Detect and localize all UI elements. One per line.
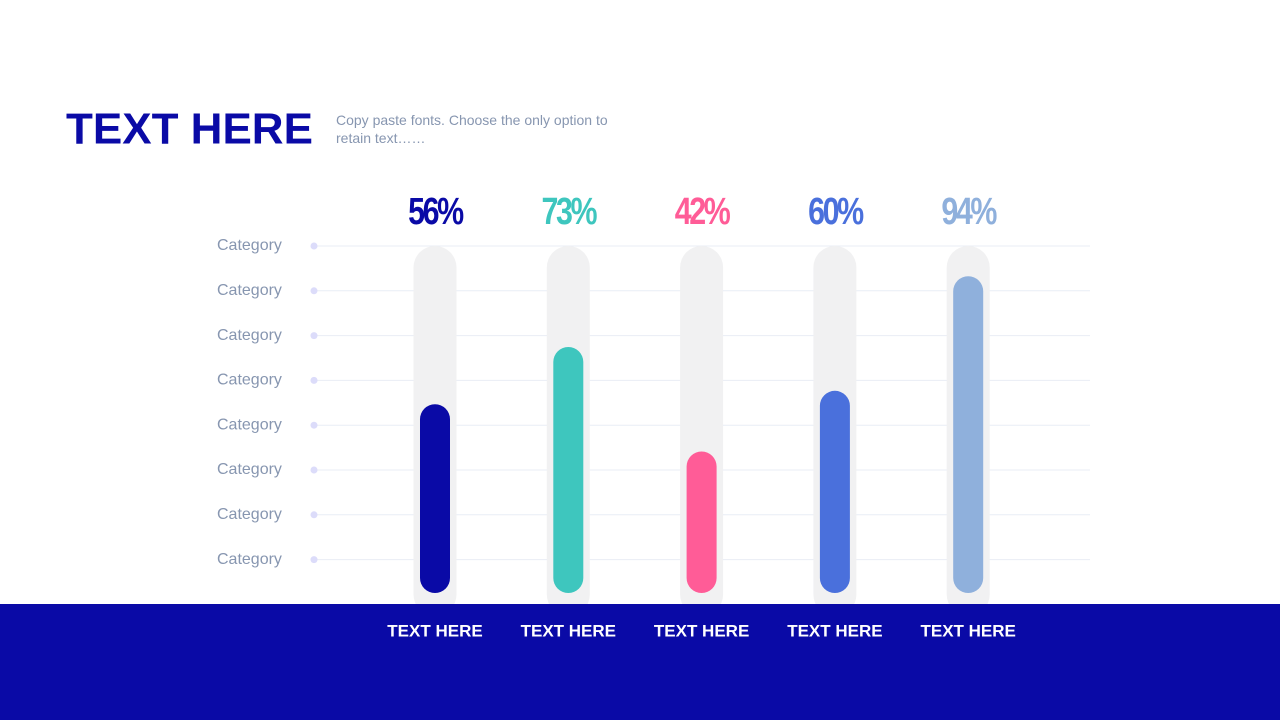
row-label: Category: [217, 506, 282, 523]
bar: [819, 390, 850, 593]
row-label: Category: [217, 237, 282, 254]
category-label: TEXT HERE: [654, 621, 749, 640]
category-label: TEXT HERE: [787, 621, 882, 640]
row-dot: [310, 332, 318, 340]
row-dot: [310, 242, 318, 250]
row-label: Category: [217, 551, 282, 568]
value-label: 73%: [541, 191, 597, 233]
row-dot: [310, 421, 318, 429]
bar: [686, 451, 717, 593]
row-dot: [310, 511, 318, 519]
category-label: TEXT HERE: [387, 621, 482, 640]
row-label: Category: [217, 372, 282, 389]
footer-band: [0, 604, 1280, 720]
value-label: 56%: [408, 191, 464, 233]
value-label: 60%: [808, 191, 864, 233]
category-label: TEXT HERE: [920, 621, 1015, 640]
category-label: TEXT HERE: [521, 621, 616, 640]
row-label: Category: [217, 327, 282, 344]
chart-subtitle: Copy paste fonts. Choose the only option…: [336, 112, 608, 146]
row-dot: [310, 466, 318, 474]
row-dot: [310, 287, 318, 295]
value-label: 94%: [941, 191, 997, 233]
chart-title: TEXT HERE: [66, 105, 313, 154]
bar: [953, 276, 984, 593]
bar: [420, 404, 450, 593]
row-label: Category: [217, 282, 282, 299]
value-label: 42%: [675, 191, 731, 233]
bar: [553, 346, 584, 593]
row-dot: [310, 376, 318, 384]
row-label: Category: [217, 461, 282, 478]
row-dot: [310, 556, 318, 564]
row-label: Category: [217, 416, 282, 433]
